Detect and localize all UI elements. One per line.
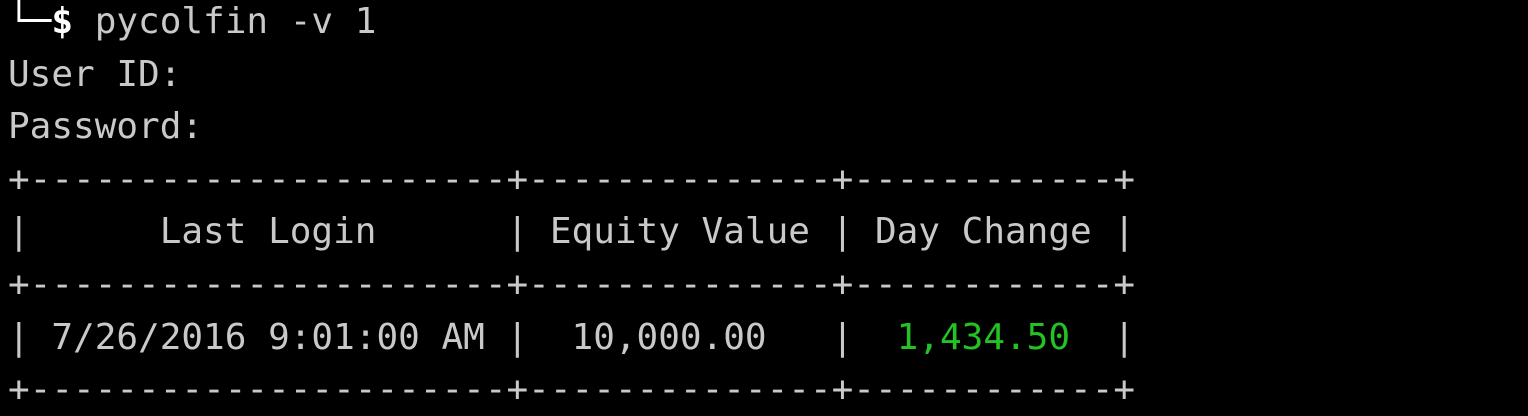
terminal: └─$ pycolfin -v 1 User ID: Password: +------… <box>8 0 1518 416</box>
table-border: +----------------------+--------------+-… <box>8 158 1136 200</box>
table-cell: 1,434.50 <box>896 316 1071 358</box>
input-prompt: Password: <box>8 106 204 148</box>
table-header: | | | | Last Login Equity Value Day Change <box>8 206 1508 258</box>
table-separator: | <box>8 316 30 358</box>
prompt-symbol: └─$ <box>8 1 74 42</box>
table-separator: | <box>831 316 854 358</box>
table-cell: Equity Value <box>549 211 810 253</box>
table-border: +----------------------+--------------+-… <box>8 364 1508 416</box>
table-border: +----------------------+--------------+-… <box>8 154 1508 206</box>
prompt-line: └─$ pycolfin -v 1 <box>8 0 1508 48</box>
table-separator: | <box>506 316 529 358</box>
table-row: | | | | 7/26/2016 9:01:00 AM 10,000.00 1,434.5… <box>8 312 1508 364</box>
table-separator: | <box>506 211 529 253</box>
table-cell: 10,000.00 <box>571 316 767 358</box>
table-border: +----------------------+--------------+-… <box>8 259 1508 311</box>
table-separator: | <box>1113 316 1136 358</box>
table-separator: | <box>831 211 854 253</box>
table-separator: | <box>8 211 30 253</box>
table-border: +----------------------+--------------+-… <box>8 264 1136 305</box>
table-cell: Last Login <box>159 211 377 253</box>
table-border: +----------------------+--------------+-… <box>8 369 1136 411</box>
input-line: Password: <box>8 101 1508 153</box>
table-cell: Day Change <box>874 211 1092 253</box>
input-line: User ID: <box>8 49 1508 101</box>
input-prompt: User ID: <box>8 53 182 95</box>
command: pycolfin -v 1 <box>94 1 377 42</box>
table-cell: 7/26/2016 9:01:00 AM <box>51 316 485 358</box>
table-separator: | <box>1113 211 1136 253</box>
